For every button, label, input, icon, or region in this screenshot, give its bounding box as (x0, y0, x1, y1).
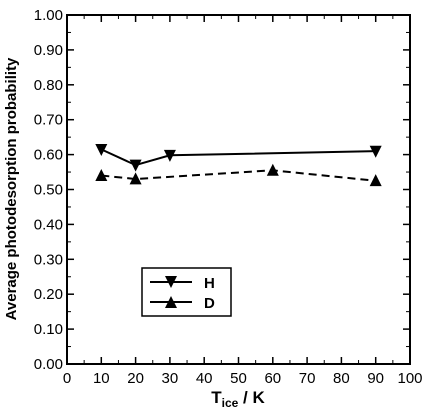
x-tick-label: 70 (299, 370, 316, 387)
data-point-h (369, 145, 382, 158)
legend-label-d: D (204, 295, 215, 312)
y-tick-label: 0.20 (34, 286, 63, 303)
data-point-h (163, 149, 176, 162)
x-tick-label: 80 (333, 370, 350, 387)
x-axis-title: Tice / K (211, 388, 265, 410)
x-tick-label: 30 (162, 370, 179, 387)
x-tick-label: 90 (367, 370, 384, 387)
x-tick-label: 10 (93, 370, 110, 387)
x-tick-label: 50 (230, 370, 247, 387)
y-tick-label: 0.50 (34, 182, 63, 199)
data-point-d (129, 172, 142, 185)
x-tick-label: 40 (196, 370, 213, 387)
ticks: 0.00 0.10 0.20 0.30 0.40 0.50 0.60 0.70 0.80 0.90… (34, 7, 423, 387)
y-tick-label: 1.00 (34, 7, 63, 24)
series-line-d (101, 169, 376, 182)
data-point-d (95, 168, 108, 181)
x-axis-title-main: T (211, 388, 222, 407)
x-tick-label: 20 (127, 370, 144, 387)
y-tick-label: 0.60 (34, 147, 63, 164)
y-tick-label: 0.70 (34, 112, 63, 129)
data-point-d (369, 174, 382, 187)
y-tick-label: 0.00 (34, 356, 63, 373)
legend-marker-d (165, 296, 177, 308)
legend-box (141, 267, 232, 317)
legend-marker-h (165, 276, 177, 288)
legend: H D (141, 267, 232, 317)
x-axis-title-unit: / K (238, 388, 265, 407)
legend-label-h: H (204, 275, 215, 292)
y-tick-label: 0.30 (34, 251, 63, 268)
y-tick-label: 0.80 (34, 77, 63, 94)
y-tick-label: 0.40 (34, 216, 63, 233)
x-tick-label: 100 (397, 370, 422, 387)
data-point-d (266, 163, 279, 176)
series-layer (95, 143, 382, 187)
data-point-h (129, 159, 142, 172)
x-tick-label: 0 (63, 370, 71, 387)
y-tick-label: 0.10 (34, 321, 63, 338)
series-line-h (100, 148, 376, 167)
plot-frame (66, 14, 411, 365)
y-tick-label: 0.90 (34, 42, 63, 59)
x-tick-label: 60 (264, 370, 281, 387)
y-axis-title: Average photodesorption probability (3, 57, 20, 320)
data-point-h (95, 143, 108, 156)
x-axis-title-subscript: ice (222, 396, 239, 410)
